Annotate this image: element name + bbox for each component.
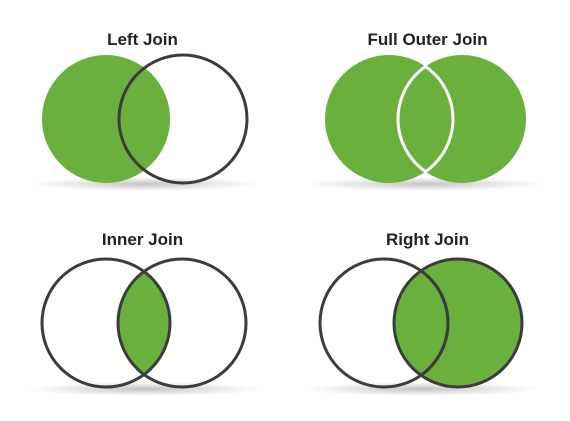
full-outer-join-venn	[307, 55, 543, 191]
full-outer-join-title: Full Outer Join	[367, 30, 488, 49]
shadow	[27, 382, 263, 396]
right-join-panel: Right Join	[285, 200, 570, 410]
overlap-outline-right	[396, 55, 453, 183]
right-circle	[116, 257, 248, 389]
inner-join-panel: Inner Join	[0, 200, 285, 410]
left-circle	[40, 257, 172, 389]
left-join-title: Left Join	[107, 30, 178, 49]
shadow	[304, 382, 540, 396]
shadow	[30, 177, 260, 191]
inner-join-title: Inner Join	[101, 230, 184, 249]
overlap-outline	[394, 259, 450, 387]
right-join-title: Right Join	[385, 230, 470, 249]
inner-join-venn	[27, 257, 263, 396]
overlap-region	[119, 55, 170, 183]
shadow	[307, 177, 543, 191]
right-circle	[398, 55, 526, 183]
full-outer-join-panel: Full Outer Join	[285, 0, 570, 210]
overlap-outline-left	[398, 55, 455, 183]
left-join-venn	[30, 53, 260, 191]
right-circle	[117, 53, 249, 185]
right-join-venn	[304, 257, 540, 396]
left-join-panel: Left Join	[0, 0, 285, 210]
right-circle	[392, 257, 524, 389]
overlap-region	[118, 259, 170, 387]
